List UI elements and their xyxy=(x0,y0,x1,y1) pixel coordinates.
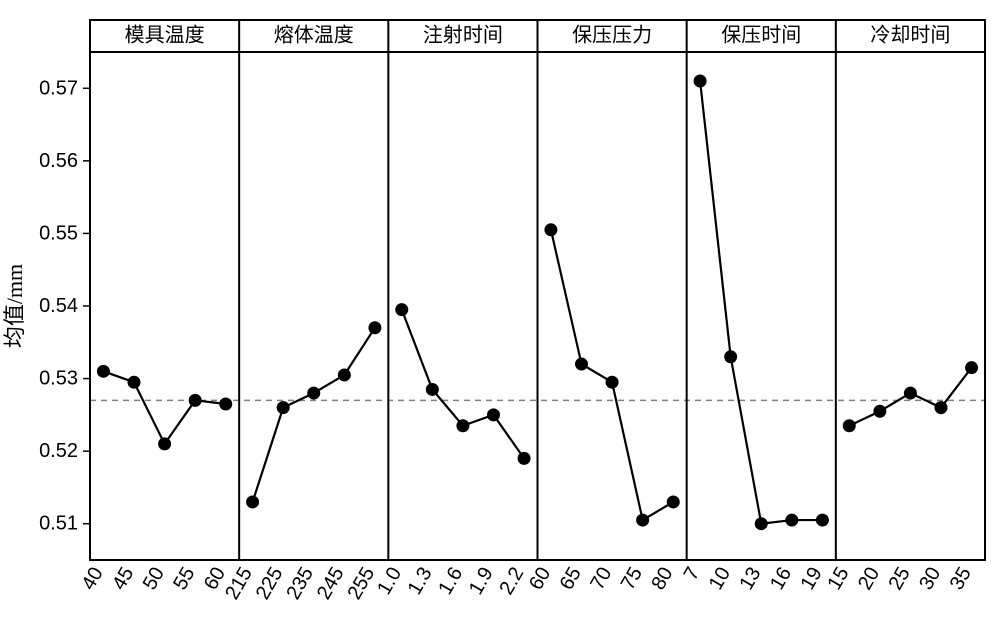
panel-title: 熔体温度 xyxy=(274,24,354,47)
y-tick-label: 0.51 xyxy=(39,513,78,535)
y-tick-label: 0.57 xyxy=(39,77,78,99)
y-tick-label: 0.55 xyxy=(39,222,78,244)
y-axis-label: 均值/mm xyxy=(2,264,27,348)
panel-title: 保压时间 xyxy=(721,24,801,47)
chart-container: 模具温度4045505560熔体温度215225235245255注射时间1.0… xyxy=(0,0,1000,621)
panel-title: 冷却时间 xyxy=(870,24,950,47)
y-tick-label: 0.52 xyxy=(39,440,78,462)
panel-title: 注射时间 xyxy=(423,24,503,47)
panel-title: 保压压力 xyxy=(572,24,652,47)
panel-title: 模具温度 xyxy=(125,24,205,47)
y-tick-label: 0.54 xyxy=(39,295,78,317)
multi-panel-chart: 模具温度4045505560熔体温度215225235245255注射时间1.0… xyxy=(0,0,1000,621)
y-tick-label: 0.56 xyxy=(39,150,78,172)
y-tick-label: 0.53 xyxy=(39,368,78,390)
